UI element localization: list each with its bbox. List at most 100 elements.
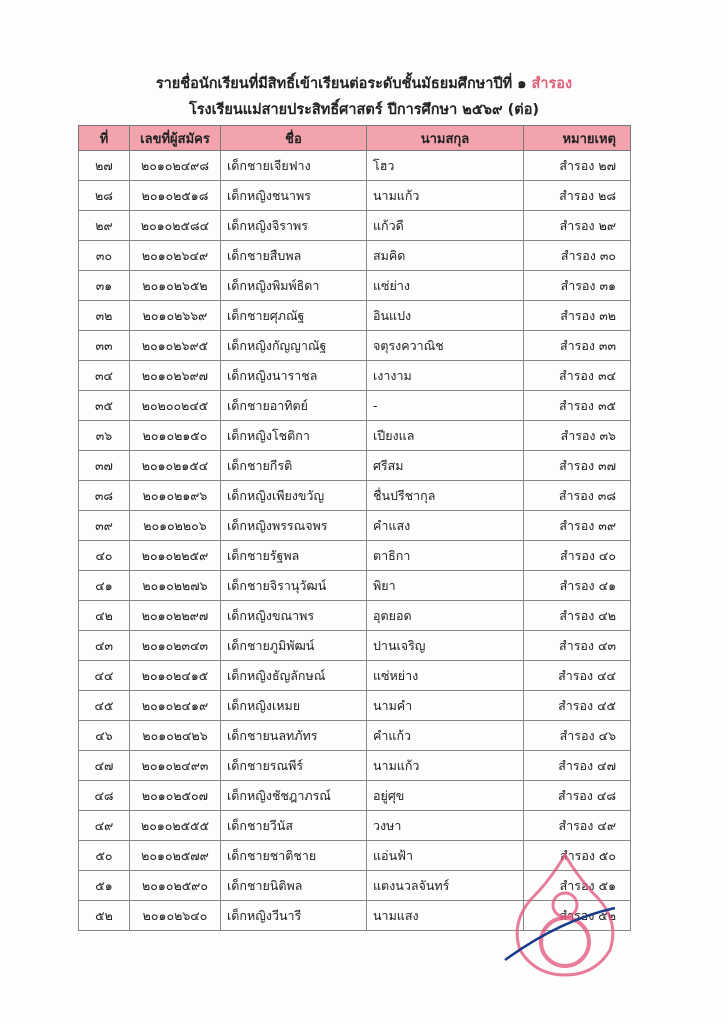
table-row: ๒๙ ๒๐๑๐๒๕๘๔ เด็กหญิงจิราพร แก้วดี สำรอง ๒๙ (78, 210, 631, 241)
school-seal-icon (504, 852, 616, 977)
table-row: ๓๒ ๒๐๑๐๒๖๖๙ เด็กชายศุภณัฐ อินแปง สำรอง ๓๒ (78, 300, 631, 331)
first-name: เด็กหญิงนาราชล (220, 360, 367, 391)
column-header: ที่ (78, 125, 130, 151)
last-name: แซ่หย่าง (366, 660, 524, 691)
student-table: ที่ เลขที่ผู้สมัคร ชื่อ นามสกุล หมายเหตุ ๒๗๒… (78, 125, 631, 931)
last-name: ศรีสม (366, 450, 524, 481)
remark: สำรอง ๓๓ (523, 330, 631, 361)
table-row: ๓๕ ๒๐๒๐๐๒๔๕ เด็กชายอาทิตย์ - สำรอง ๓๕ (78, 390, 631, 421)
table-row: ๓๙ ๒๐๑๐๒๒๐๖ เด็กหญิงพรรณจพร คำแสง สำรอง ๓๙ (78, 510, 631, 541)
table-row: ๓๖ ๒๐๑๐๒๑๕๐ เด็กหญิงโชติกา เปียงแล สำรอง ๓๖ (78, 420, 631, 451)
table-row: ๓๐ ๒๐๑๐๒๖๔๙ เด็กชายสืบพล สมคิด สำรอง ๓๐ (78, 240, 631, 271)
first-name: เด็กชายวีนัส (220, 810, 367, 841)
table-row: ๒๗ ๒๐๑๐๒๔๙๘ เด็กชายเจียฟาง โฮว สำรอง ๒๗ (78, 150, 631, 181)
applicant-id: ๒๐๑๐๒๕๑๘ (129, 180, 221, 211)
applicant-id: ๒๐๑๐๒๒๐๖ (129, 510, 221, 541)
last-name: สมคิด (366, 240, 524, 271)
last-name: อินแปง (366, 300, 524, 331)
remark: สำรอง ๔๓ (523, 630, 631, 661)
applicant-id: ๒๐๒๐๐๒๔๕ (129, 390, 221, 421)
title-line-1: รายชื่อนักเรียนที่มีสิทธิ์เข้าเรียนต่อระ… (0, 72, 728, 95)
first-name: เด็กชายรณพีร์ (220, 750, 367, 781)
remark: สำรอง ๕๐ (523, 840, 631, 871)
table-row: ๔๑ ๒๐๑๐๒๒๗๖ เด็กชายจิรานุวัฒน์ พิยา สำรอง ๔๑ (78, 570, 631, 601)
last-name: แก้วดี (366, 210, 524, 241)
row-number: ๔๗ (78, 750, 130, 781)
first-name: เด็กหญิงขณาพร (220, 600, 367, 631)
row-number: ๔๙ (78, 810, 130, 841)
last-name: จตุรงควาณิช (366, 330, 524, 361)
last-name: พิยา (366, 570, 524, 601)
applicant-id: ๒๐๑๐๒๑๕๐ (129, 420, 221, 451)
last-name: คำแสง (366, 510, 524, 541)
applicant-id: ๒๐๑๐๒๔๙๘ (129, 150, 221, 181)
applicant-id: ๒๐๑๐๒๔๒๖ (129, 720, 221, 751)
last-name: โฮว (366, 150, 524, 181)
first-name: เด็กชายกีรติ (220, 450, 367, 481)
applicant-id: ๒๐๑๐๒๖๙๕ (129, 330, 221, 361)
remark: สำรอง ๔๒ (523, 600, 631, 631)
first-name: เด็กชายอาทิตย์ (220, 390, 367, 421)
last-name: คำแก้ว (366, 720, 524, 751)
last-name: เปียงแล (366, 420, 524, 451)
table-row: ๓๔ ๒๐๑๐๒๖๙๗ เด็กหญิงนาราชล เงางาม สำรอง ๓๔ (78, 360, 631, 391)
row-number: ๓๒ (78, 300, 130, 331)
table-header: ที่ เลขที่ผู้สมัคร ชื่อ นามสกุล หมายเหตุ (78, 125, 631, 151)
remark: สำรอง ๓๑ (523, 270, 631, 301)
remark: สำรอง ๔๖ (523, 720, 631, 751)
column-header: เลขที่ผู้สมัคร (129, 125, 221, 151)
applicant-id: ๒๐๑๐๒๒๗๖ (129, 570, 221, 601)
row-number: ๔๐ (78, 540, 130, 571)
first-name: เด็กหญิงชนาพร (220, 180, 367, 211)
title-line-2: โรงเรียนแม่สายประสิทธิ์ศาสตร์ ปีการศึกษา… (188, 102, 540, 118)
last-name: แอ่นฟ้า (366, 840, 524, 871)
column-header: นามสกุล (366, 125, 524, 151)
first-name: เด็กหญิงเพียงขวัญ (220, 480, 367, 511)
title-highlight: สำรอง (531, 76, 573, 92)
remark: สำรอง ๓๘ (523, 480, 631, 511)
remark: สำรอง ๔๔ (523, 660, 631, 691)
row-number: ๕๑ (78, 870, 130, 901)
first-name: เด็กชายสืบพล (220, 240, 367, 271)
remark: สำรอง ๒๙ (523, 210, 631, 241)
applicant-id: ๒๐๑๐๒๔๙๓ (129, 750, 221, 781)
remark: สำรอง ๓๙ (523, 510, 631, 541)
first-name: เด็กชายเจียฟาง (220, 150, 367, 181)
row-number: ๔๖ (78, 720, 130, 751)
row-number: ๓๑ (78, 270, 130, 301)
table-row: ๓๓ ๒๐๑๐๒๖๙๕ เด็กหญิงกัญญาณัฐ จตุรงควาณิช สำร… (78, 330, 631, 361)
last-name: ตาธิกา (366, 540, 524, 571)
row-number: ๔๒ (78, 600, 130, 631)
row-number: ๓๐ (78, 240, 130, 271)
remark: สำรอง ๔๐ (523, 540, 631, 571)
first-name: เด็กหญิงโชติกา (220, 420, 367, 451)
last-name: นามคำ (366, 690, 524, 721)
applicant-id: ๒๐๑๐๒๖๔๙ (129, 240, 221, 271)
applicant-id: ๒๐๑๐๒๖๔๐ (129, 900, 221, 931)
remark: สำรอง ๓๒ (523, 300, 631, 331)
applicant-id: ๒๐๑๐๒๕๘๔ (129, 210, 221, 241)
remark: สำรอง ๔๗ (523, 750, 631, 781)
applicant-id: ๒๐๑๐๒๑๕๔ (129, 450, 221, 481)
last-name: ปานเจริญ (366, 630, 524, 661)
last-name: เงางาม (366, 360, 524, 391)
table-row: ๕๑ ๒๐๑๐๒๕๙๐ เด็กชายนิติพล แตงนวลจันทร์ สำรอง… (78, 870, 631, 901)
remark: สำรอง ๓๕ (523, 390, 631, 421)
first-name: เด็กหญิงพิมพ์ธิดา (220, 270, 367, 301)
row-number: ๔๔ (78, 660, 130, 691)
remark: สำรอง ๓๖ (523, 420, 631, 451)
applicant-id: ๒๐๑๐๒๑๙๖ (129, 480, 221, 511)
last-name: นามแก้ว (366, 180, 524, 211)
table-row: ๔๓ ๒๐๑๐๒๓๔๓ เด็กชายภูมิพัฒน์ ปานเจริญ สำรอง … (78, 630, 631, 661)
remark: สำรอง ๒๘ (523, 180, 631, 211)
applicant-id: ๒๐๑๐๒๖๕๒ (129, 270, 221, 301)
applicant-id: ๒๐๑๐๒๕๕๕ (129, 810, 221, 841)
applicant-id: ๒๐๑๐๒๖๖๙ (129, 300, 221, 331)
first-name: เด็กหญิงจิราพร (220, 210, 367, 241)
last-name: อยู่ศุข (366, 780, 524, 811)
table-row: ๒๘ ๒๐๑๐๒๕๑๘ เด็กหญิงชนาพร นามแก้ว สำรอง ๒๘ (78, 180, 631, 211)
row-number: ๓๗ (78, 450, 130, 481)
remark: สำรอง ๒๗ (523, 150, 631, 181)
first-name: เด็กชายนลทภัทร (220, 720, 367, 751)
